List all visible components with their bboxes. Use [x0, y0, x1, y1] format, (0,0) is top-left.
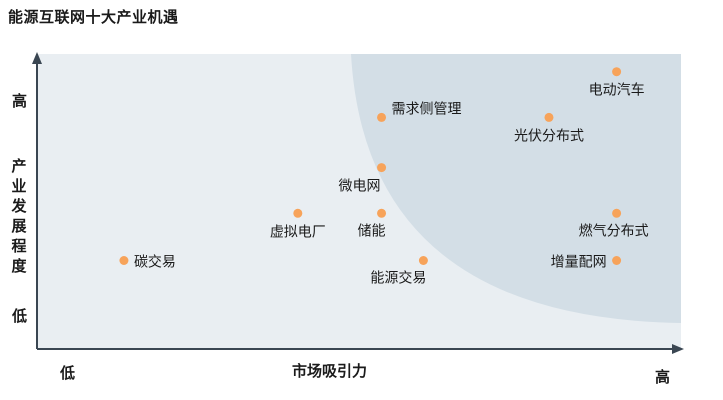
data-point — [119, 256, 129, 265]
y-axis-label-char: 展 — [11, 217, 27, 235]
data-point — [377, 163, 387, 173]
data-point-label: 燃气分布式 — [579, 222, 649, 239]
data-point-label: 虚拟电厂 — [270, 224, 326, 240]
data-point-label: 需求侧管理 — [392, 101, 462, 117]
y-axis-high-label: 高 — [12, 92, 28, 110]
y-axis-label-char: 业 — [11, 177, 27, 195]
x-axis-high-label: 高 — [655, 368, 671, 386]
data-point — [612, 67, 622, 77]
x-axis-arrow — [672, 344, 684, 354]
y-axis-label-char: 程 — [11, 237, 27, 255]
data-point — [418, 256, 428, 265]
x-axis-low-label: 低 — [60, 364, 76, 382]
data-point-label: 微电网 — [339, 179, 381, 195]
data-point-label: 增量配网 — [551, 255, 607, 271]
axes — [32, 52, 684, 354]
page-title: 能源互联网十大产业机遇 — [8, 8, 179, 26]
data-point-label: 储能 — [358, 223, 386, 239]
data-point-label: 电动汽车 — [589, 82, 645, 99]
data-point-label: 碳交易 — [134, 254, 176, 271]
y-axis-low-label: 低 — [12, 307, 28, 325]
data-point — [544, 112, 554, 122]
y-axis-label: 产业发展程度 — [8, 156, 30, 276]
data-point — [377, 208, 387, 218]
y-axis-label-char: 发 — [11, 197, 27, 215]
x-axis-label: 市场吸引力 — [292, 362, 368, 380]
y-axis-label-char: 度 — [11, 257, 27, 275]
data-point — [612, 256, 622, 265]
y-axis-label-char: 产 — [11, 157, 27, 175]
data-point-label: 能源交易 — [370, 270, 426, 287]
data-point — [612, 208, 622, 218]
data-point — [293, 208, 303, 218]
high-opportunity-region — [351, 54, 681, 323]
data-point-label: 光伏分布式 — [514, 128, 584, 144]
data-point — [377, 112, 387, 122]
y-axis-arrow — [32, 52, 42, 64]
